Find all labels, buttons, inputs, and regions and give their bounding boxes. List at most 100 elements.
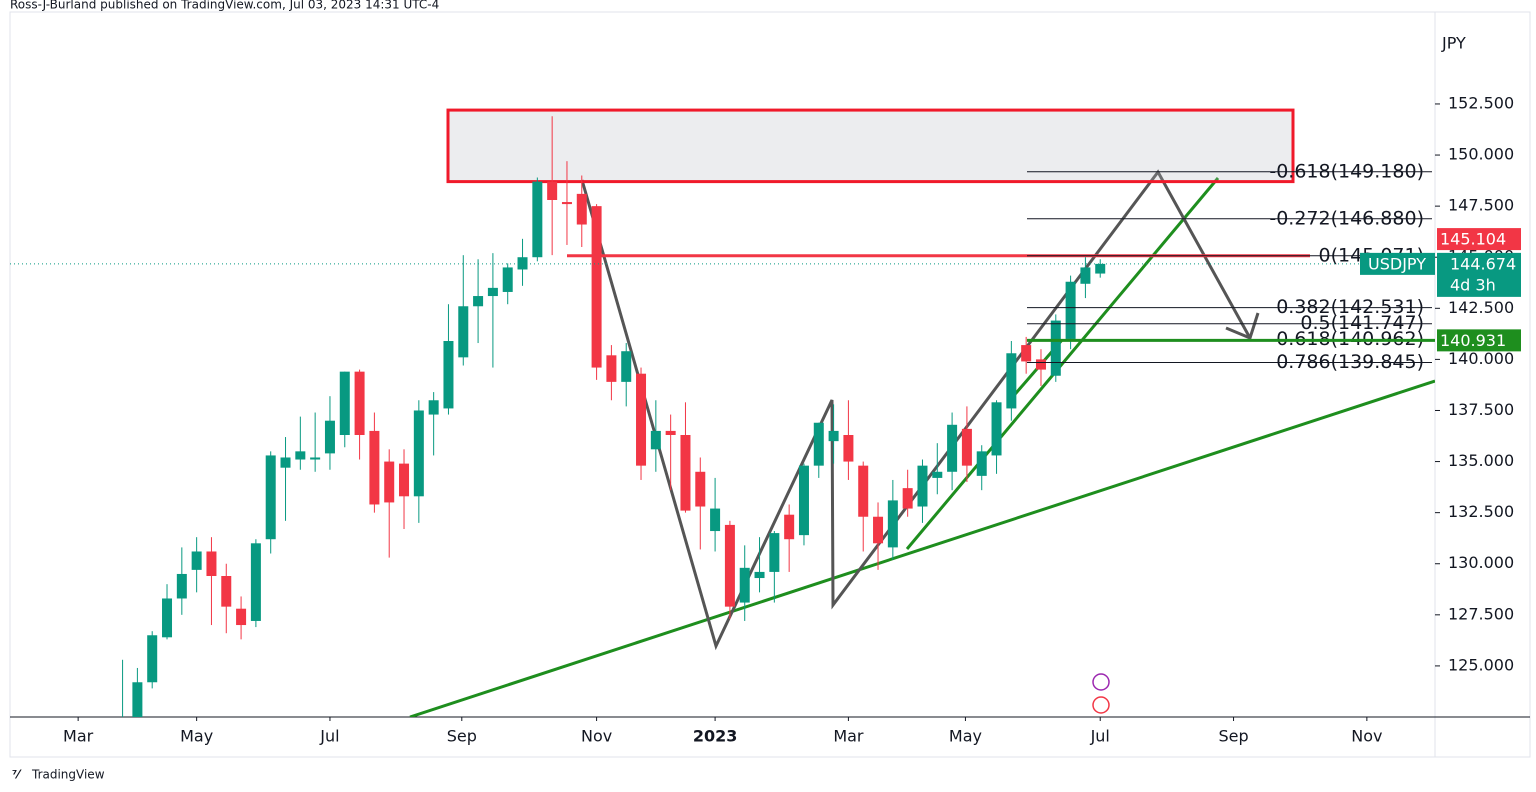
candle-body [887,500,898,548]
x-tick-label: 2023 [693,727,738,746]
candle-body [295,451,306,460]
x-tick-label: Sep [1218,727,1248,746]
candle-body [532,181,543,258]
candle-body [324,420,335,454]
pattern-path [580,169,1252,651]
footer: TradingView [31,768,105,782]
candle-body [561,202,572,205]
x-tick-label: Nov [581,727,612,746]
price-badge [1437,228,1521,251]
candle-body [384,461,395,503]
candle-body [947,424,958,472]
candle-body [250,543,261,621]
candle-body [265,455,276,540]
x-tick-label: Jul [319,727,339,746]
candle-body [191,551,202,570]
supply-zone [446,108,1295,184]
candle-body [176,573,187,599]
y-tick-label: 132.500 [1448,502,1514,521]
candle-body [621,351,632,382]
arrow-head [1225,312,1260,341]
candle-body [798,465,809,536]
candle-body [680,435,691,511]
candle-body [695,471,706,507]
candle-body [147,635,158,683]
fib-label: -0.618(149.180) [1269,160,1424,182]
logo: ⁷⁄ [12,768,22,782]
candle-body [1006,353,1017,409]
candle-body [132,682,143,717]
price-badge-label: 140.931 [1440,331,1506,350]
event-icon [1092,673,1110,691]
frame [9,11,1531,758]
y-tick-label: 152.500 [1448,93,1514,112]
candle-body [858,465,869,517]
candle-body [769,533,780,572]
candle-body [1080,267,1091,284]
y-tick-label: 150.000 [1448,145,1514,164]
fib-label: -0.272(146.880) [1269,207,1424,229]
price-badge [1437,252,1521,297]
candle-body [162,598,173,638]
candle-body [1095,263,1106,274]
candle-body [428,400,439,415]
price-badge [1437,329,1521,352]
candle-body [1050,320,1061,376]
candle-body [547,181,558,200]
symbol-label: USDJPY [1368,254,1426,273]
y-tick-label: 135.000 [1448,451,1514,470]
candle-body [502,267,513,292]
candle-body [784,514,795,540]
candle-body [873,516,884,544]
candle-body [813,422,824,466]
candle-body [591,206,602,368]
candle-body [902,488,913,509]
fib-label: 0.382(142.531) [1276,296,1424,318]
icons [1092,673,1110,714]
y-tick-label: 125.000 [1448,655,1514,674]
candle-body [1035,359,1046,370]
price-badge-label: 145.104 [1440,230,1506,249]
x-tick-label: May [180,727,213,746]
candle-body [1021,345,1032,362]
candle-body [354,371,365,435]
candle-body [932,471,943,478]
candle-body [665,430,676,435]
candle-body [221,576,232,607]
candle-body [487,287,498,297]
candle-body [280,457,291,468]
price-badge-label: 144.674 [1450,254,1516,273]
candle-body [206,551,217,576]
symbol-badge [1360,252,1435,275]
candle-body [828,430,839,442]
candle-body [310,457,321,460]
candle-body [1065,281,1076,339]
y-tick-label: 127.500 [1448,604,1514,623]
candle-body [576,193,587,225]
fib-label: 0.5(141.747) [1300,312,1424,334]
y-tick-label: 140.000 [1448,349,1514,368]
candle-body [118,719,128,733]
candle-body [710,508,721,532]
candle-body [961,428,972,466]
candle-body [339,371,350,435]
trend-line [409,379,1435,717]
x-tick-label: May [949,727,982,746]
x-tick-label: Mar [833,727,864,746]
candle-body [458,306,469,358]
candle-body [724,524,735,607]
y-tick-label: 147.500 [1448,196,1514,215]
candle-body [443,341,454,409]
candle-body [606,355,617,382]
candle-body [976,451,987,476]
candle-body [843,435,854,462]
currency: JPY [1441,34,1466,53]
y-tick-label: 142.500 [1448,298,1514,317]
candle-body [369,430,380,505]
y-tick-label: 137.500 [1448,400,1514,419]
flag-icon [1092,696,1110,714]
candle-body [991,402,1002,456]
countdown: 4d 3h [1450,275,1496,294]
x-tick-label: Jul [1090,727,1110,746]
